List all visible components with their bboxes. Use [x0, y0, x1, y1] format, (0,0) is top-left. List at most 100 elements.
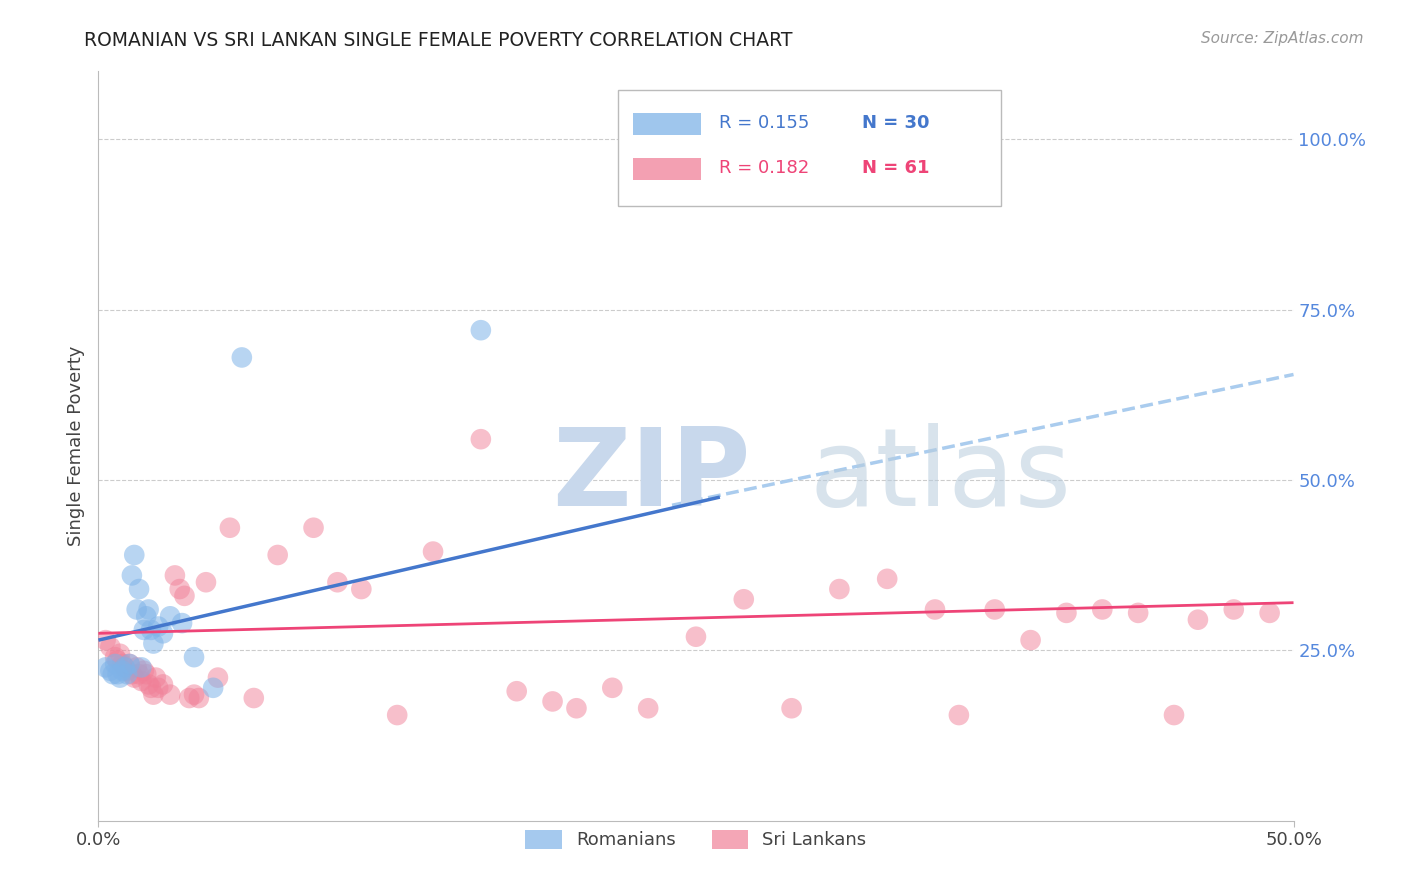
- Point: [132, 664, 155, 678]
- Point: [1163, 708, 1185, 723]
- Point: [94, 660, 117, 674]
- Text: N = 61: N = 61: [862, 159, 929, 177]
- Text: Source: ZipAtlas.com: Source: ZipAtlas.com: [1201, 31, 1364, 46]
- Point: [876, 572, 898, 586]
- Point: [183, 688, 205, 702]
- Point: [924, 602, 946, 616]
- Point: [326, 575, 349, 590]
- Point: [107, 654, 129, 668]
- Point: [139, 681, 162, 695]
- Point: [135, 609, 157, 624]
- Point: [828, 582, 851, 596]
- Point: [173, 589, 195, 603]
- Point: [1056, 606, 1078, 620]
- Point: [98, 664, 122, 678]
- Point: [111, 657, 134, 671]
- Point: [1128, 606, 1150, 620]
- Point: [132, 623, 155, 637]
- Point: [145, 671, 167, 685]
- Point: [125, 602, 148, 616]
- FancyBboxPatch shape: [633, 158, 700, 180]
- Point: [852, 160, 875, 174]
- Point: [697, 167, 720, 181]
- Point: [115, 667, 138, 681]
- Text: ZIP: ZIP: [553, 423, 751, 529]
- Point: [139, 623, 162, 637]
- Point: [159, 688, 181, 702]
- Text: R = 0.155: R = 0.155: [718, 114, 808, 132]
- Point: [470, 323, 492, 337]
- Point: [121, 568, 143, 582]
- Point: [108, 671, 131, 685]
- Point: [267, 548, 290, 562]
- Text: R = 0.182: R = 0.182: [718, 159, 808, 177]
- Point: [202, 681, 225, 695]
- Point: [125, 660, 148, 674]
- Point: [541, 694, 564, 708]
- Text: ROMANIAN VS SRI LANKAN SINGLE FEMALE POVERTY CORRELATION CHART: ROMANIAN VS SRI LANKAN SINGLE FEMALE POV…: [84, 31, 793, 50]
- Point: [128, 667, 150, 681]
- Legend: Romanians, Sri Lankans: Romanians, Sri Lankans: [519, 822, 873, 856]
- Point: [101, 667, 124, 681]
- Point: [118, 657, 141, 671]
- Point: [98, 640, 122, 654]
- Point: [94, 633, 117, 648]
- Point: [637, 701, 659, 715]
- Point: [1187, 613, 1209, 627]
- Point: [152, 626, 174, 640]
- Point: [207, 671, 229, 685]
- Point: [124, 548, 146, 562]
- Point: [422, 544, 444, 558]
- Point: [179, 691, 201, 706]
- Point: [1091, 602, 1114, 616]
- Point: [131, 660, 153, 674]
- Point: [1258, 606, 1281, 620]
- Text: atlas: atlas: [810, 423, 1071, 529]
- Text: N = 30: N = 30: [862, 114, 929, 132]
- Point: [948, 708, 970, 723]
- Point: [114, 660, 136, 674]
- Point: [108, 647, 131, 661]
- Point: [107, 667, 129, 681]
- Point: [302, 521, 325, 535]
- Point: [159, 609, 181, 624]
- Point: [565, 701, 588, 715]
- Y-axis label: Single Female Poverty: Single Female Poverty: [66, 346, 84, 546]
- Point: [163, 568, 186, 582]
- Point: [685, 630, 707, 644]
- Point: [114, 660, 136, 674]
- Point: [187, 691, 209, 706]
- Point: [243, 691, 266, 706]
- Point: [148, 681, 170, 695]
- Point: [169, 582, 191, 596]
- Point: [385, 708, 409, 723]
- Point: [111, 664, 134, 678]
- Point: [124, 671, 146, 685]
- Point: [115, 664, 138, 678]
- Point: [138, 602, 160, 616]
- Point: [104, 657, 127, 671]
- Point: [470, 432, 492, 446]
- Point: [1223, 602, 1246, 616]
- Point: [183, 650, 205, 665]
- Point: [506, 684, 529, 698]
- Point: [121, 667, 143, 681]
- Point: [104, 650, 127, 665]
- Point: [128, 582, 150, 596]
- Point: [195, 575, 218, 590]
- Point: [172, 616, 194, 631]
- Point: [142, 636, 165, 650]
- Point: [780, 701, 803, 715]
- Point: [350, 582, 373, 596]
- Point: [118, 657, 141, 671]
- Point: [138, 677, 160, 691]
- Point: [984, 602, 1007, 616]
- Point: [1019, 633, 1042, 648]
- Point: [142, 688, 165, 702]
- Point: [231, 351, 253, 365]
- Point: [131, 673, 153, 688]
- Point: [602, 681, 624, 695]
- FancyBboxPatch shape: [633, 112, 700, 136]
- FancyBboxPatch shape: [619, 90, 1001, 206]
- Point: [148, 619, 170, 633]
